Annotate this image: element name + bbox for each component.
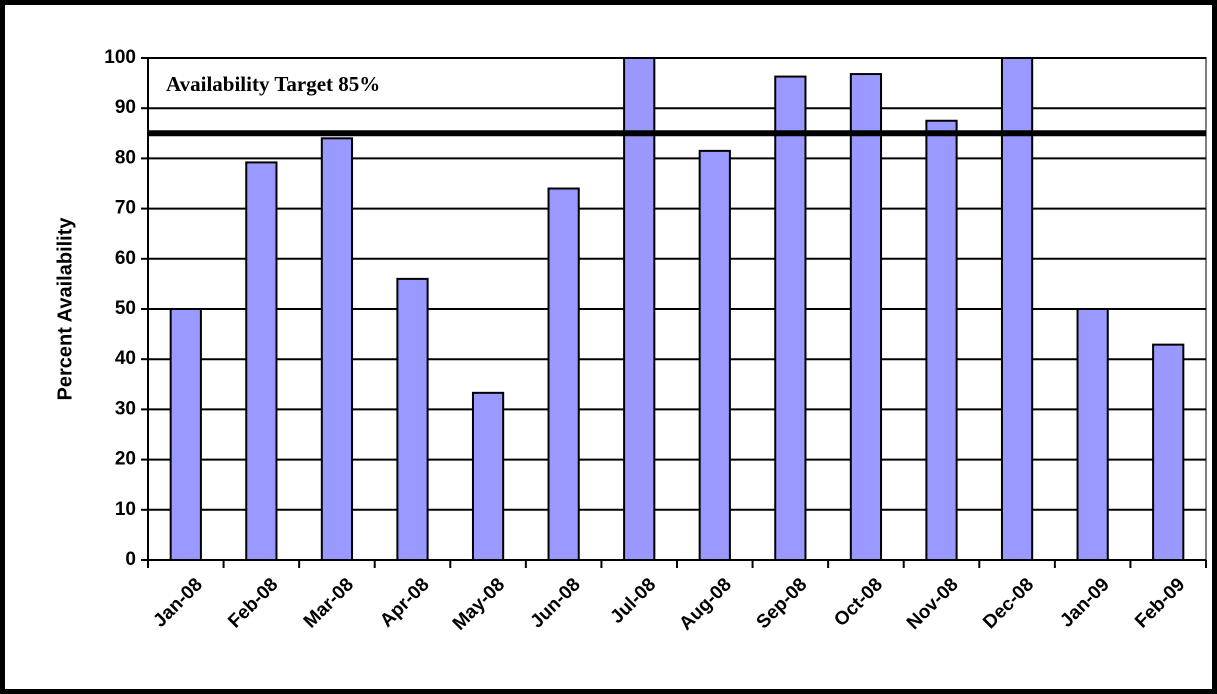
y-tick-label: 100: [104, 47, 136, 68]
bar: [547, 187, 580, 562]
bar: [320, 137, 354, 561]
y-tick-label: 30: [115, 398, 136, 419]
annotation: Availability Target 85%: [166, 72, 380, 96]
bar: [245, 161, 278, 562]
bar: [1152, 343, 1185, 561]
bar: [169, 308, 202, 561]
bar: [1000, 57, 1034, 561]
bar: [925, 119, 958, 561]
y-tick-label: 10: [115, 499, 136, 520]
y-tick-label: 0: [125, 549, 136, 570]
y-tick-label: 70: [115, 198, 136, 219]
y-tick-label: 90: [115, 97, 136, 118]
y-tick-label: 60: [115, 248, 136, 269]
bar: [1076, 308, 1109, 561]
bar: [849, 73, 883, 562]
bar: [774, 75, 807, 561]
bar: [396, 277, 429, 561]
y-tick-label: 80: [115, 147, 136, 168]
bar: [623, 57, 656, 561]
bar: [471, 391, 505, 562]
y-tick-label: 40: [115, 348, 136, 369]
y-tick-label: 50: [115, 298, 136, 319]
y-tick-label: 20: [115, 449, 136, 470]
bar: [698, 149, 731, 561]
y-axis-label: Percent Availability: [54, 217, 76, 401]
